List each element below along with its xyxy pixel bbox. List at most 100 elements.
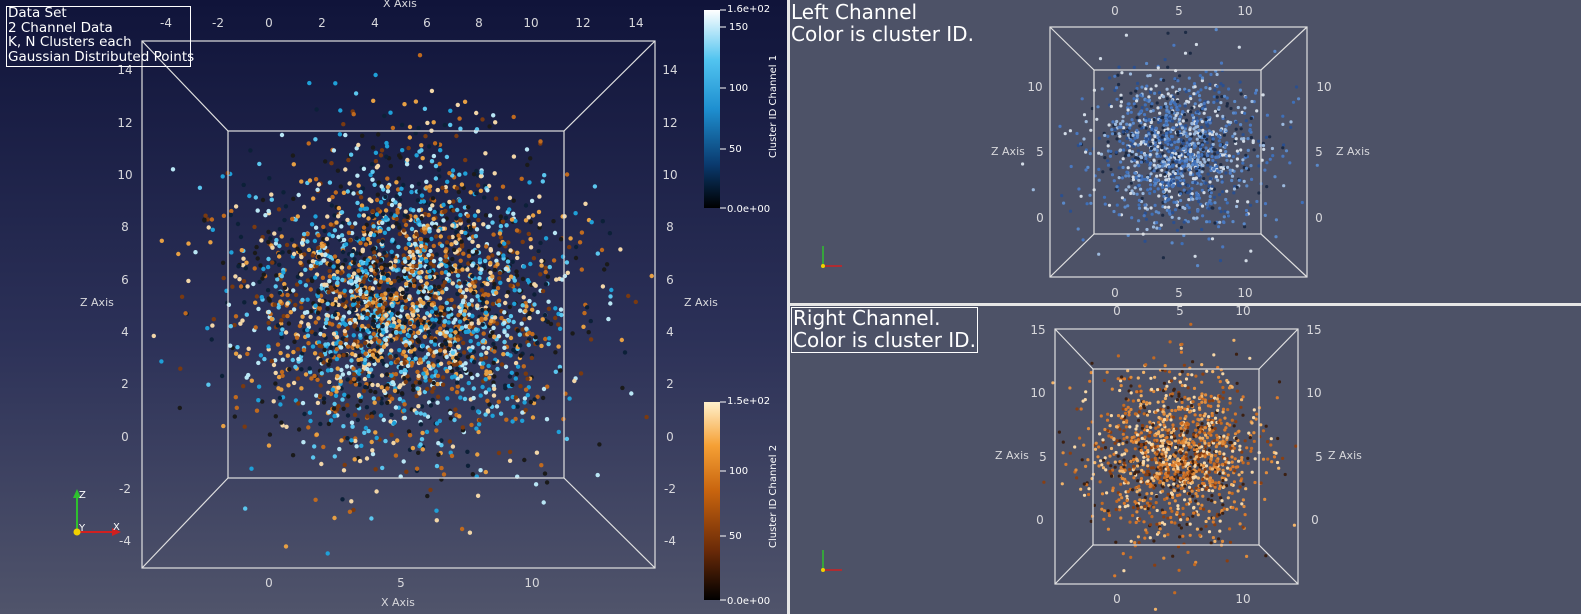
data-point <box>1194 125 1198 129</box>
data-point <box>316 290 321 295</box>
data-point <box>1237 45 1241 49</box>
data-point <box>473 264 479 269</box>
data-point <box>312 373 317 379</box>
data-point <box>429 236 434 242</box>
data-point <box>302 252 307 257</box>
data-point <box>373 280 378 285</box>
right-channel-render-view[interactable]: Z Axis Z Axis 0 5 10 0 10 15 10 5 0 15 10 5 0 Right … <box>790 306 1581 614</box>
data-point <box>1169 140 1173 144</box>
data-point <box>1169 101 1173 105</box>
data-point <box>1113 128 1117 132</box>
data-point <box>1147 98 1152 102</box>
data-point <box>1244 153 1248 157</box>
data-point <box>336 234 341 240</box>
data-point <box>527 315 532 321</box>
data-point <box>335 366 340 371</box>
data-point <box>586 330 591 335</box>
data-point <box>1106 134 1110 138</box>
data-point <box>1240 110 1244 114</box>
data-point <box>415 330 421 335</box>
data-point <box>352 323 358 328</box>
tick-label: 8 <box>475 16 483 30</box>
data-point <box>1159 130 1163 134</box>
data-point <box>1161 185 1165 190</box>
data-point <box>1182 188 1186 192</box>
main-3d-scene[interactable]: X Axis X Axis Z Axis Z Axis -4 -2 0 2 4 6 8 10 1… <box>0 0 787 614</box>
data-point <box>443 254 449 259</box>
data-point <box>1175 130 1180 134</box>
data-point <box>1233 99 1237 104</box>
data-point <box>433 369 438 374</box>
data-point <box>336 324 341 329</box>
data-point <box>309 222 315 227</box>
view-splitter-vertical[interactable] <box>787 0 790 614</box>
main-render-view[interactable]: X Axis X Axis Z Axis Z Axis -4 -2 0 2 4 6 8 10 1… <box>0 0 787 614</box>
data-point <box>374 197 380 203</box>
data-point <box>1157 139 1161 143</box>
annotation-line: Data Set <box>8 5 67 21</box>
data-point <box>351 191 356 196</box>
data-point <box>242 300 247 305</box>
data-point <box>1161 190 1165 194</box>
data-point <box>1249 164 1253 168</box>
data-point <box>380 271 385 276</box>
data-point <box>254 244 259 250</box>
data-point <box>1183 169 1187 173</box>
data-point <box>439 465 444 471</box>
data-point <box>354 146 359 151</box>
data-point <box>1160 180 1165 184</box>
view-splitter-horizontal[interactable] <box>790 303 1581 306</box>
data-point <box>334 347 340 352</box>
data-point <box>1051 381 1055 385</box>
left-channel-render-view[interactable]: Z Axis Z Axis 0 5 10 0 5 10 10 5 0 10 5 0 Left Chan… <box>790 0 1581 303</box>
data-point <box>1224 150 1228 154</box>
data-point <box>577 240 583 245</box>
data-point <box>512 288 517 293</box>
data-point <box>291 288 296 293</box>
data-point <box>1202 135 1206 139</box>
data-point <box>440 185 445 190</box>
data-point <box>1139 93 1143 97</box>
data-point <box>462 312 467 317</box>
data-point <box>1171 119 1175 123</box>
data-point <box>449 453 455 459</box>
data-point <box>470 263 475 268</box>
tick-label: 4 <box>121 325 129 339</box>
data-point <box>268 236 273 241</box>
data-point <box>525 376 530 381</box>
data-point <box>1223 462 1227 467</box>
data-point <box>415 308 420 313</box>
data-point <box>524 147 530 152</box>
data-point <box>494 321 500 326</box>
data-point <box>1203 130 1207 134</box>
data-point <box>455 291 460 297</box>
data-point <box>449 242 454 247</box>
data-point <box>367 240 373 246</box>
data-point <box>243 266 248 271</box>
data-point <box>1139 140 1144 144</box>
data-point <box>1107 513 1112 518</box>
colorbar1-min-label: 0.0e+00 <box>727 204 770 215</box>
data-point <box>521 264 527 269</box>
data-point <box>449 368 455 374</box>
data-point <box>1153 130 1157 135</box>
data-point <box>1188 143 1192 147</box>
data-point <box>426 144 432 149</box>
data-point <box>414 466 420 471</box>
data-point <box>389 348 394 353</box>
data-point <box>390 303 395 308</box>
data-point <box>1240 470 1244 474</box>
data-point <box>345 403 350 408</box>
data-point <box>1202 157 1206 161</box>
data-point <box>1243 225 1247 229</box>
data-point <box>450 281 455 286</box>
data-point <box>1075 131 1079 136</box>
data-point <box>1137 178 1141 182</box>
bounding-box <box>141 40 656 569</box>
data-point <box>362 206 367 211</box>
data-point <box>485 188 490 193</box>
data-point <box>1165 97 1169 101</box>
data-point <box>1120 196 1124 200</box>
